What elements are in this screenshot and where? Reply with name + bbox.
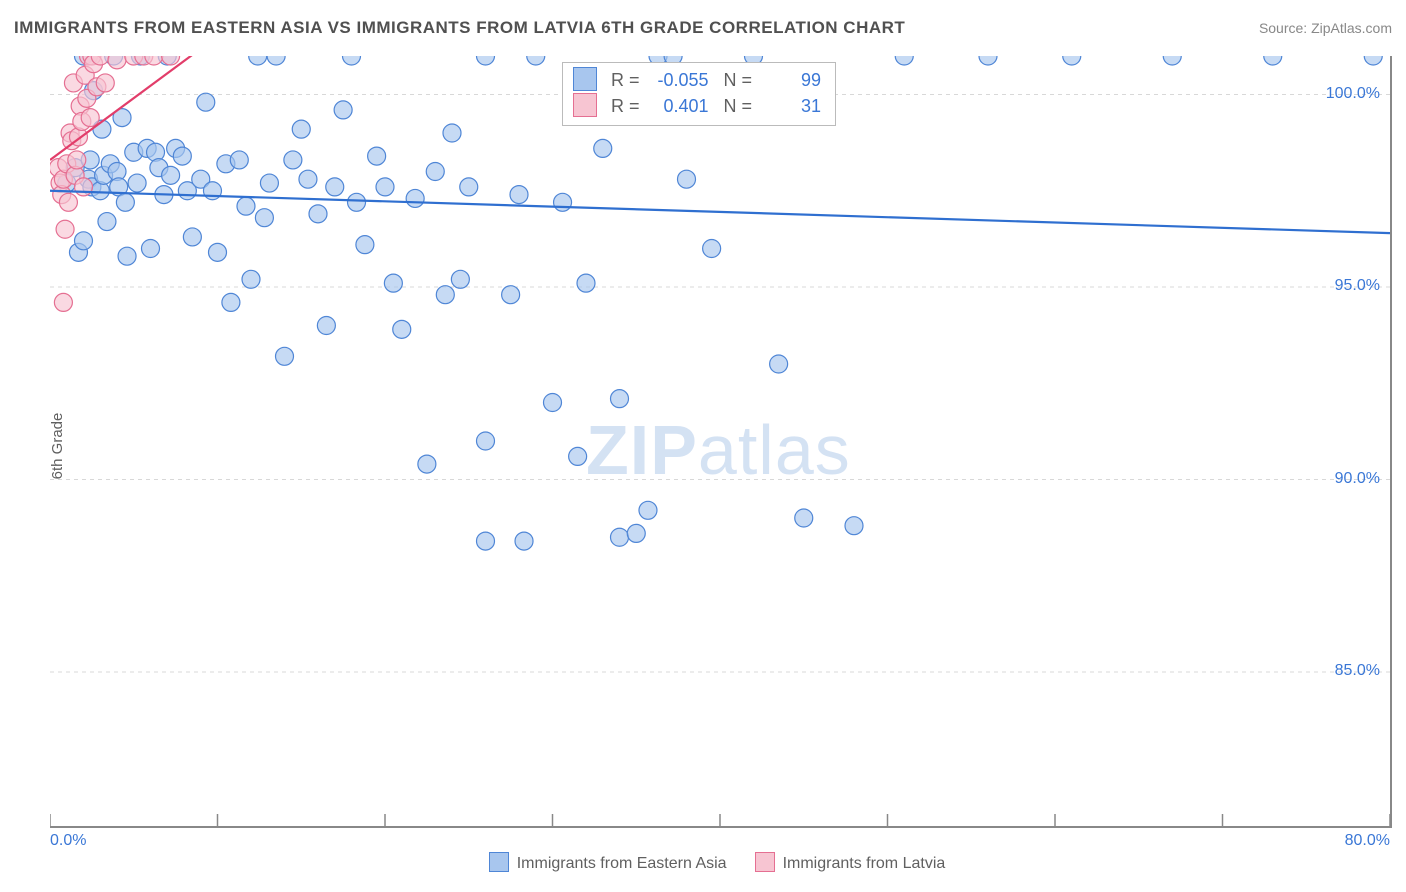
x-tick-max: 80.0% xyxy=(1345,832,1390,850)
legend-label: Immigrants from Latvia xyxy=(783,855,946,872)
stat-swatch xyxy=(573,67,597,91)
legend-label: Immigrants from Eastern Asia xyxy=(517,855,727,872)
stat-r-value: 0.401 xyxy=(645,93,709,119)
stat-swatch xyxy=(573,93,597,117)
stat-n-value: 31 xyxy=(757,93,821,119)
chart-source: Source: ZipAtlas.com xyxy=(1259,20,1392,36)
correlation-stats-box: R = -0.055 N = 99R = 0.401 N = 31 xyxy=(562,62,836,126)
y-tick-label: 85.0% xyxy=(1335,662,1380,680)
y-tick-labels: 85.0% 90.0% 95.0% 100.0% xyxy=(0,56,1390,826)
stat-row: R = 0.401 N = 31 xyxy=(573,93,821,119)
stat-row: R = -0.055 N = 99 xyxy=(573,67,821,93)
legend-swatch xyxy=(755,852,775,872)
y-tick-label: 100.0% xyxy=(1326,85,1380,103)
stat-n-value: 99 xyxy=(757,67,821,93)
y-tick-label: 90.0% xyxy=(1335,470,1380,488)
series-legend: Immigrants from Eastern Asia Immigrants f… xyxy=(0,852,1406,873)
stat-r-value: -0.055 xyxy=(645,67,709,93)
x-tick-min: 0.0% xyxy=(50,832,86,850)
legend-swatch xyxy=(489,852,509,872)
chart-title: IMMIGRANTS FROM EASTERN ASIA VS IMMIGRAN… xyxy=(14,18,905,38)
y-tick-label: 95.0% xyxy=(1335,277,1380,295)
